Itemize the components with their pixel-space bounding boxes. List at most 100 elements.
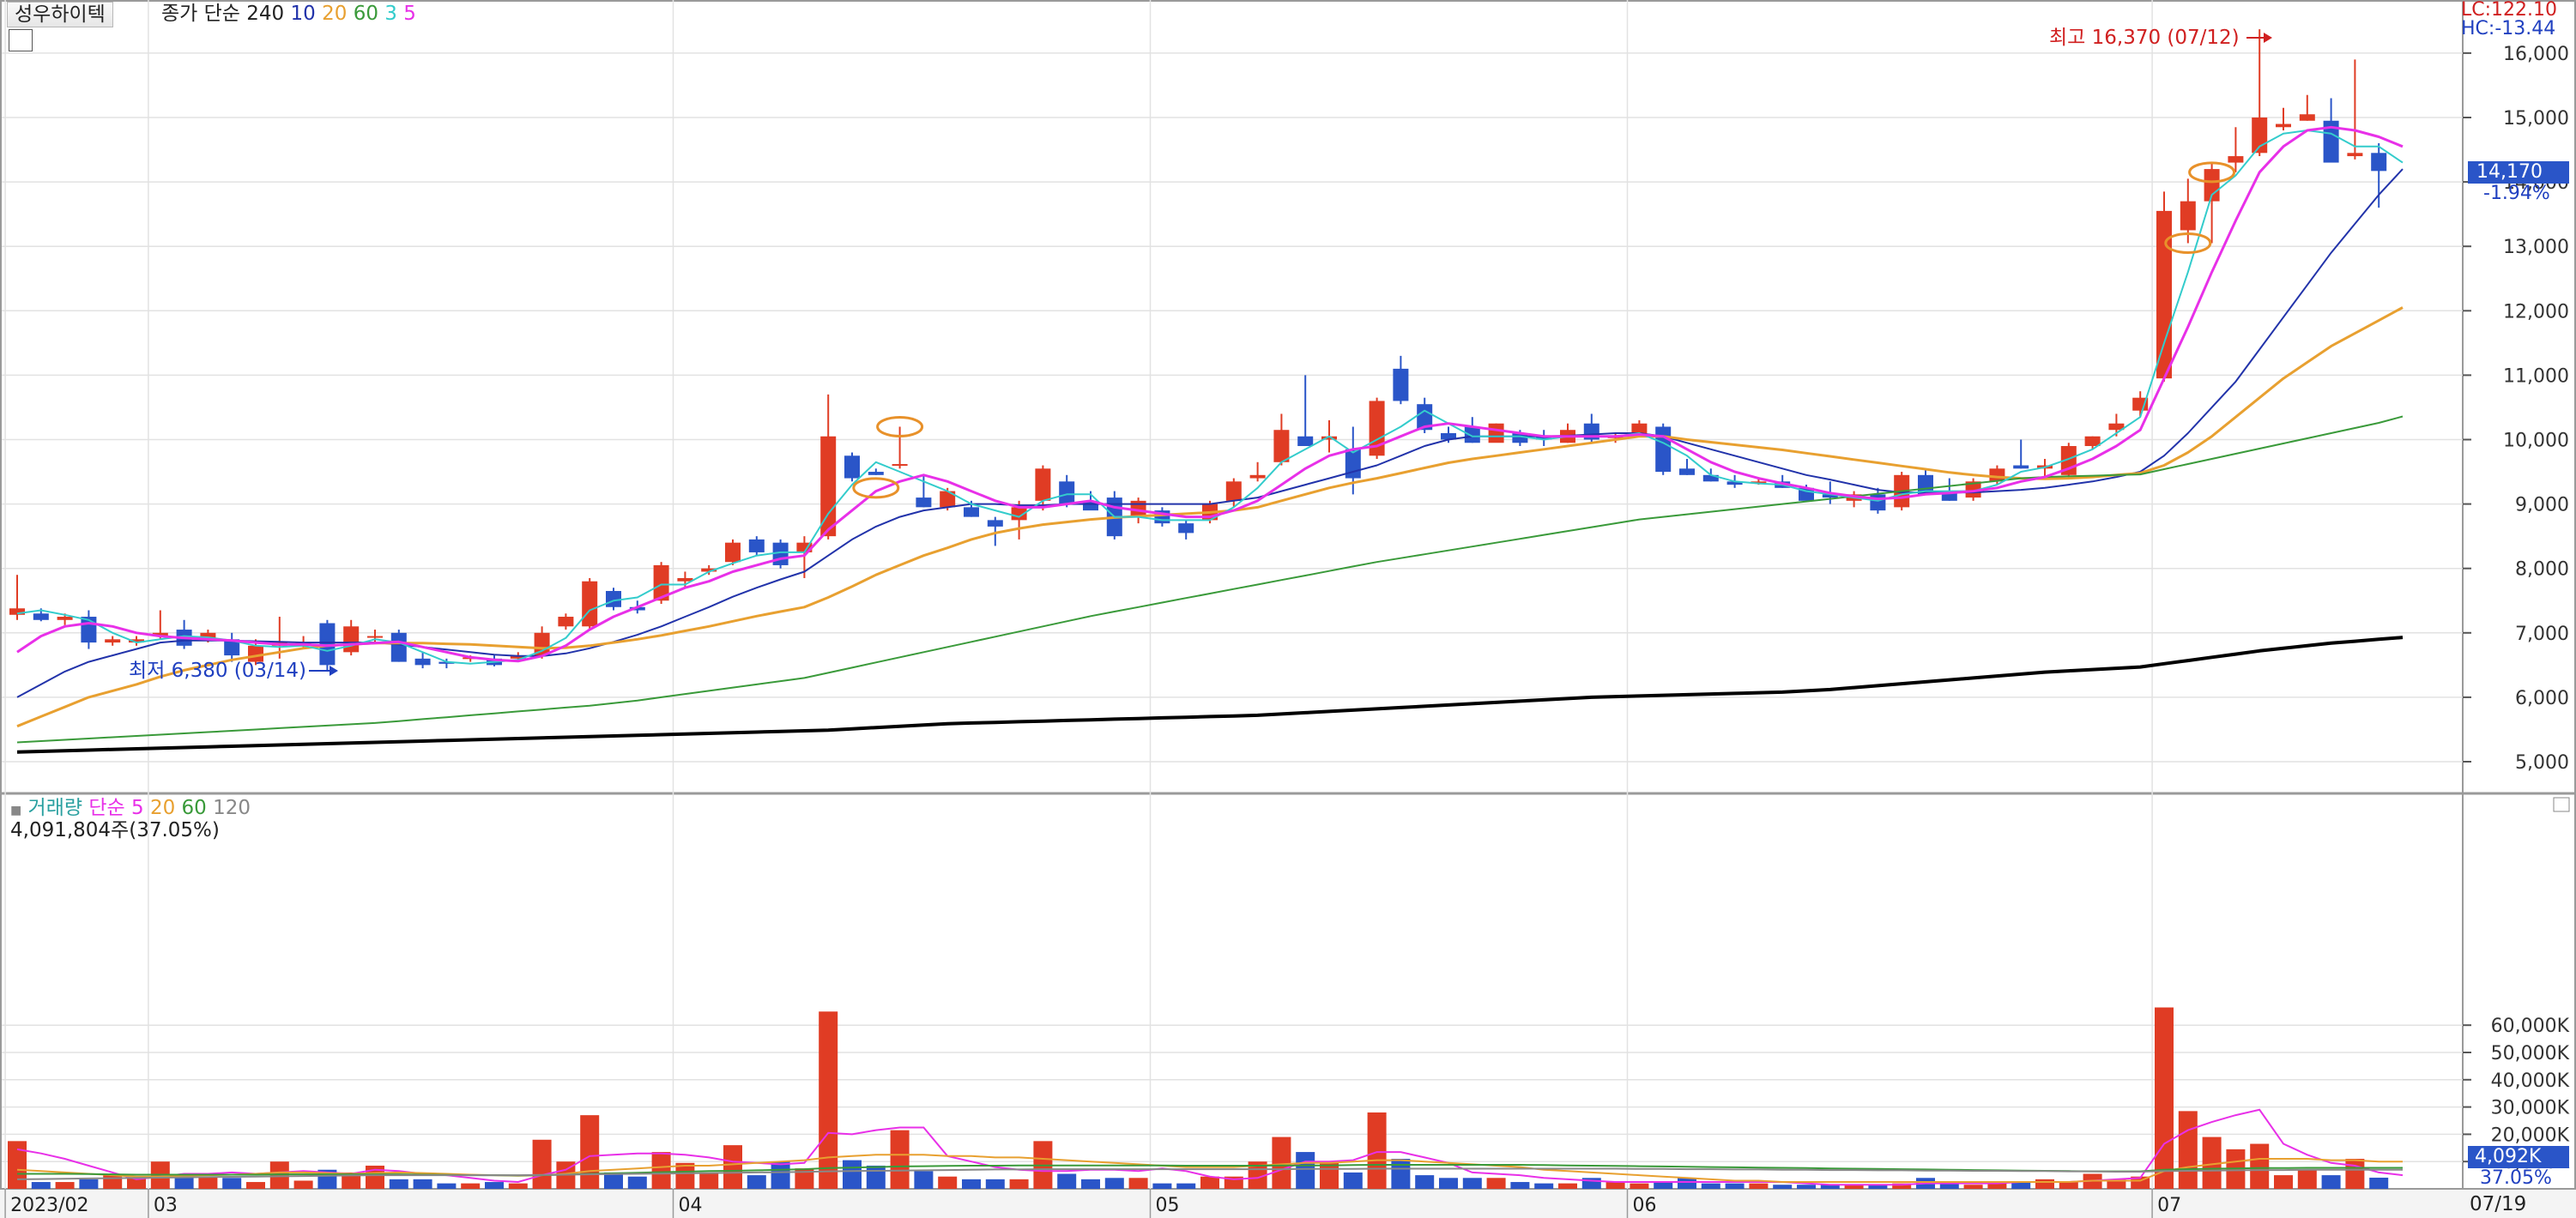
candle xyxy=(820,394,837,540)
candle xyxy=(1583,413,1599,443)
volume-ma-line-20 xyxy=(16,1154,2403,1183)
candle xyxy=(534,626,550,659)
volume-tick-label: 20,000K xyxy=(2491,1125,2570,1146)
ma-line-20 xyxy=(16,306,2404,728)
candle xyxy=(390,630,407,662)
price-tick-label: 12,000 xyxy=(2503,301,2569,323)
volume-bar xyxy=(580,1115,600,1189)
candle xyxy=(438,658,455,669)
volume-bar xyxy=(938,1176,958,1189)
candle xyxy=(176,619,192,649)
volume-bar xyxy=(1558,1183,1577,1189)
candle-body xyxy=(1464,426,1480,443)
signal-marker xyxy=(852,477,900,499)
candle xyxy=(2156,191,2172,382)
current-price-tag xyxy=(2468,161,2569,184)
calendar-icon[interactable] xyxy=(9,29,33,51)
volume-bar xyxy=(723,1145,742,1189)
date-axis-band xyxy=(0,1189,2576,1218)
candle-body xyxy=(677,577,693,582)
candle-body xyxy=(653,564,669,601)
candle-body xyxy=(1059,481,1075,504)
volume-bar xyxy=(1510,1182,1530,1189)
volume-bar xyxy=(2274,1175,2293,1189)
stock-selector-button[interactable]: 성우하이텍 xyxy=(7,2,113,27)
candle xyxy=(367,630,383,643)
volume-bar xyxy=(1200,1176,1219,1189)
candle-body xyxy=(2204,169,2220,202)
volume-bar xyxy=(1081,1179,1100,1189)
signal-marker xyxy=(2188,161,2236,184)
candle-body xyxy=(510,655,526,659)
candle xyxy=(1679,459,1695,475)
volume-bar xyxy=(1773,1185,1793,1189)
candle xyxy=(844,452,860,482)
legend-ma20: 20 xyxy=(322,3,348,25)
ma-line-240 xyxy=(16,636,2404,754)
candle xyxy=(2204,162,2220,244)
volume-bar xyxy=(437,1183,457,1189)
volume-bar xyxy=(127,1178,146,1189)
volume-bar xyxy=(1892,1183,1912,1189)
candle xyxy=(1106,491,1122,540)
current-volume: 4,092K xyxy=(2475,1146,2542,1167)
legend-vma60: 60 xyxy=(181,797,207,819)
volume-bar xyxy=(2178,1111,2198,1189)
candle-body xyxy=(1512,432,1528,443)
legend-vma20: 20 xyxy=(149,797,176,819)
candle-body xyxy=(2156,210,2172,379)
volume-bar xyxy=(293,1180,313,1189)
date-tick-label: 2023/02 xyxy=(10,1195,88,1216)
price-tick-label: 10,000 xyxy=(2503,431,2569,452)
candle-body xyxy=(772,542,789,565)
candle xyxy=(105,636,121,646)
volume-bar xyxy=(1439,1178,1458,1189)
candle xyxy=(2323,98,2339,163)
candle xyxy=(1536,430,1552,447)
volume-bar xyxy=(55,1182,75,1189)
volume-bar xyxy=(1868,1185,1888,1189)
volume-bar xyxy=(1343,1172,1363,1189)
current-change: -1.94% xyxy=(2483,183,2550,204)
ma-line-3 xyxy=(16,130,2404,665)
candle-body xyxy=(1655,426,1672,473)
candle-body xyxy=(1441,432,1456,440)
candle xyxy=(129,636,144,646)
volume-bar xyxy=(1678,1178,1696,1189)
candle xyxy=(414,652,431,669)
volume-bar xyxy=(866,1165,886,1189)
volume-bar xyxy=(627,1176,647,1189)
price-tick-label: 5,000 xyxy=(2515,752,2569,774)
volume-indicator-legend[interactable]: ■ 거래량 단순 5 20 60 120 xyxy=(10,796,251,823)
candle xyxy=(987,516,1003,546)
legend-vma120: 120 xyxy=(213,797,251,819)
candle xyxy=(892,426,908,469)
candle xyxy=(558,613,574,630)
candle-body xyxy=(629,606,645,611)
candle-body xyxy=(2347,153,2363,157)
legend-ma3: 3 xyxy=(384,3,397,25)
candle xyxy=(1488,423,1504,443)
volume-bar xyxy=(1296,1152,1315,1189)
price-tick-label: 9,000 xyxy=(2515,495,2569,516)
candle xyxy=(2132,391,2149,418)
candle-body xyxy=(1488,423,1504,443)
volume-bar xyxy=(198,1176,218,1189)
volume-bar xyxy=(2250,1143,2270,1189)
candle-body xyxy=(1011,507,1027,521)
candle-body xyxy=(606,590,621,607)
candle-body xyxy=(2323,120,2339,163)
candle-body xyxy=(964,507,979,517)
volume-bar xyxy=(914,1171,934,1189)
volume-bar xyxy=(2321,1175,2341,1189)
volume-bar xyxy=(31,1182,51,1189)
candle xyxy=(81,610,97,649)
volume-bar xyxy=(8,1141,27,1189)
low-arrowhead xyxy=(330,666,338,676)
candle-body xyxy=(2299,114,2315,121)
price-indicator-legend[interactable]: 종가 단순 240 10 20 60 3 5 xyxy=(161,2,416,26)
candle-body xyxy=(57,617,73,620)
volume-bar xyxy=(2035,1179,2054,1189)
candle xyxy=(1154,507,1170,527)
volume-bar xyxy=(1152,1183,1172,1189)
